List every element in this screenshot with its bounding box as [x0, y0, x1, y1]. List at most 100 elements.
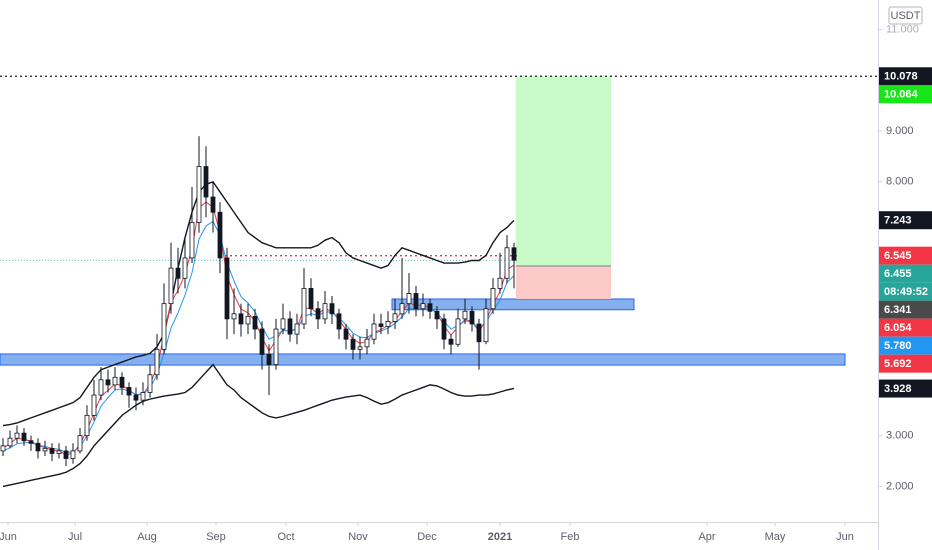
- candle-body: [392, 313, 398, 322]
- candle-body: [91, 394, 97, 416]
- price-badge-label: 6.341: [884, 304, 912, 316]
- candle-body: [322, 303, 328, 320]
- candle-body: [399, 303, 405, 315]
- candle-body: [420, 303, 426, 310]
- price-badge-label: 3.928: [884, 383, 912, 395]
- candle-body: [378, 323, 384, 327]
- candle-body: [343, 328, 349, 340]
- price-badge-label: 5.692: [884, 358, 912, 370]
- price-badge-label: 6.455: [884, 268, 912, 280]
- candle-body: [252, 315, 258, 330]
- plot-area: [0, 75, 878, 488]
- candle-body: [126, 387, 132, 396]
- price-badge: [879, 246, 932, 265]
- candle-body: [217, 211, 223, 259]
- candle-body: [238, 313, 244, 325]
- candle-body: [182, 257, 188, 279]
- candle-body: [413, 293, 419, 310]
- price-badge: [879, 336, 932, 355]
- candle-body: [287, 318, 293, 335]
- candle-body: [357, 346, 363, 350]
- candle-body: [336, 313, 342, 330]
- candle-body: [133, 394, 139, 401]
- candle-body: [329, 303, 335, 315]
- candle-body: [364, 338, 370, 348]
- price-badge: [879, 264, 932, 283]
- candle-body: [350, 338, 356, 350]
- currency-label: USDT: [891, 10, 921, 22]
- candle-body: [308, 288, 314, 310]
- candle-body: [203, 166, 209, 198]
- candle-body: [56, 450, 62, 454]
- candle-body: [0, 445, 6, 452]
- candle-body: [497, 277, 503, 289]
- candle-body: [266, 354, 272, 365]
- price-badge: [879, 211, 932, 230]
- candle-body: [434, 310, 440, 320]
- candle-body: [21, 432, 27, 442]
- candle-body: [462, 310, 468, 320]
- candle-body: [7, 437, 13, 447]
- candle-body: [112, 376, 118, 386]
- candle-body: [315, 308, 321, 320]
- candle-body: [84, 414, 90, 437]
- y-tick-label: 9.000: [886, 125, 914, 137]
- candle-body: [140, 392, 146, 401]
- price-badge-label: 08:49:52: [884, 286, 928, 298]
- candle-body: [301, 288, 307, 325]
- candle-body: [511, 247, 517, 261]
- x-tick-label: Nov: [348, 531, 368, 543]
- candle-body: [294, 323, 300, 335]
- candle-body: [448, 338, 454, 345]
- x-tick-label: Aug: [137, 531, 157, 543]
- candle-body: [427, 303, 433, 312]
- candle-body: [371, 323, 377, 340]
- candle-body: [490, 288, 496, 310]
- candle-body: [210, 196, 216, 213]
- x-tick-label: Sep: [206, 531, 226, 543]
- indicator-line: [2, 363, 515, 488]
- x-tick-label: May: [765, 531, 786, 543]
- x-tick-label: Feb: [561, 531, 580, 543]
- candle-body: [119, 376, 125, 388]
- candle-body: [231, 313, 237, 320]
- candle-body: [98, 379, 104, 396]
- x-tick-label: Jun: [836, 531, 854, 543]
- candle-body: [35, 442, 41, 452]
- candle-body: [476, 323, 482, 343]
- candle-body: [224, 257, 230, 320]
- x-tick-label: Jul: [68, 531, 82, 543]
- candle-body: [441, 318, 447, 340]
- candle-body: [455, 318, 461, 345]
- price-badge-label: 7.243: [884, 215, 912, 227]
- candle-body: [469, 310, 475, 325]
- y-tick-label: 11.000: [886, 23, 919, 35]
- candle-body: [14, 432, 20, 439]
- axes: 11.000 9.000 8.000 3.000 2.000 Jun Jul Aug Sep Oc…: [0, 23, 932, 543]
- candle-body: [280, 318, 286, 330]
- y-tick-label: 8.000: [886, 176, 914, 188]
- candle-body: [259, 328, 265, 355]
- loss-zone: [516, 266, 611, 299]
- price-badge: [879, 318, 932, 337]
- price-badge: [879, 379, 932, 398]
- price-badge: [879, 300, 932, 319]
- price-badge: [879, 354, 932, 373]
- candle-body: [42, 447, 48, 452]
- candle-body: [189, 222, 195, 259]
- price-badge-label: 5.780: [884, 340, 912, 352]
- candle-body: [406, 293, 412, 305]
- price-badge-label: 6.545: [884, 250, 912, 262]
- y-tick-label: 3.000: [886, 430, 914, 442]
- candle-body: [49, 447, 55, 454]
- candle-body: [70, 450, 76, 459]
- price-badge: [879, 85, 932, 104]
- price-badge: [879, 282, 932, 301]
- candle-body: [504, 247, 510, 279]
- candle-body: [385, 321, 391, 327]
- candle-body: [77, 435, 83, 452]
- candle-body: [147, 374, 153, 393]
- candle-body: [63, 450, 69, 459]
